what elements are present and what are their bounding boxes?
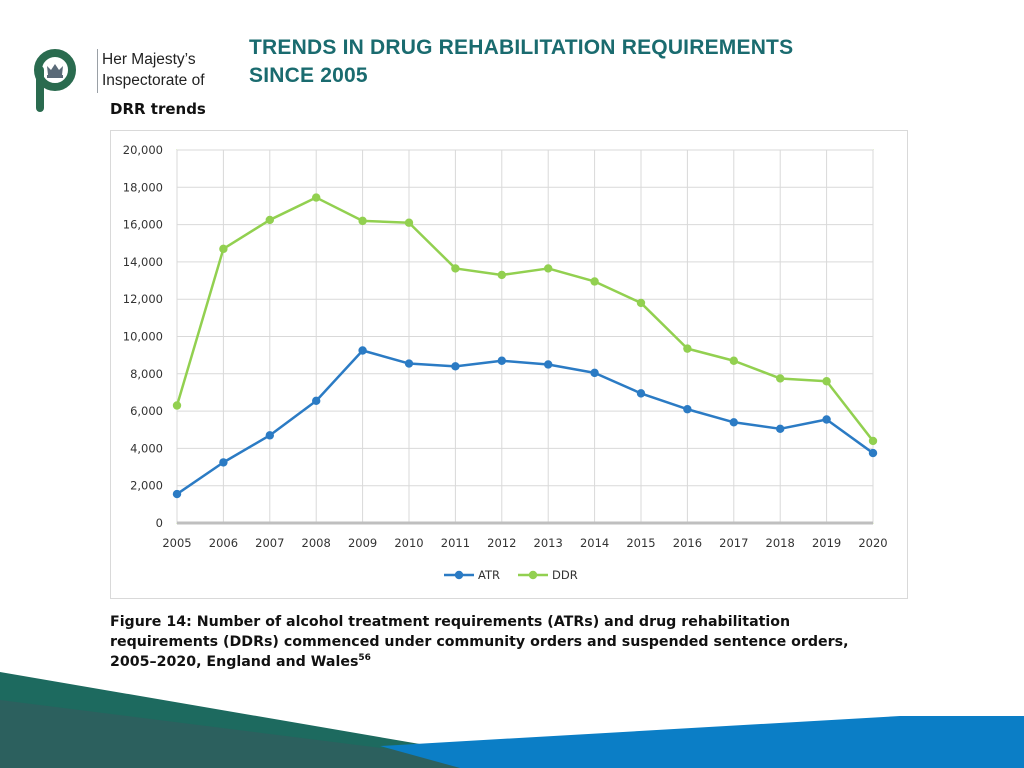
data-point-ddr	[544, 264, 553, 273]
data-point-ddr	[265, 215, 274, 225]
data-point-ddr	[590, 277, 599, 286]
data-point-atr	[729, 418, 738, 427]
data-point-atr	[683, 405, 692, 414]
data-point-ddr	[636, 298, 646, 308]
logo-p-mark	[34, 49, 76, 112]
page-title-line-2: SINCE 2005	[249, 64, 368, 87]
data-point-ddr	[312, 193, 321, 202]
legend-label-atr: ATR	[478, 568, 500, 582]
x-tick-label: 2016	[673, 536, 702, 550]
x-tick-label: 2009	[348, 536, 377, 550]
data-point-ddr	[358, 216, 367, 226]
legend-label-ddr: DDR	[552, 568, 578, 582]
x-tick-label: 2018	[766, 536, 795, 550]
x-tick-label: 2014	[580, 536, 609, 550]
x-tick-label: 2008	[302, 536, 331, 550]
line-chart: 0 2,000 4,000 6,000 8,000 10,000 12,000 14,000 1…	[123, 143, 888, 582]
data-point-ddr	[868, 436, 878, 446]
data-point-ddr	[729, 356, 738, 365]
figure-caption: Figure 14: Number of alcohol treatment r…	[110, 612, 900, 672]
x-tick-label: 2017	[719, 536, 748, 550]
data-point-atr	[822, 415, 831, 424]
x-tick-label: 2013	[534, 536, 563, 550]
y-tick-label: 8,000	[130, 367, 163, 381]
caption-text: Figure 14: Number of alcohol treatment r…	[110, 614, 849, 670]
crown-icon	[47, 64, 63, 78]
series-line-ddr	[175, 196, 874, 442]
legend-marker-ddr	[528, 570, 538, 580]
data-point-atr	[868, 448, 878, 458]
data-point-ddr	[683, 344, 692, 353]
y-tick-label: 6,000	[130, 404, 163, 418]
y-tick-label: 12,000	[123, 292, 163, 306]
legend-marker-atr	[454, 570, 464, 580]
y-tick-label: 14,000	[123, 255, 163, 269]
data-point-atr	[497, 356, 506, 365]
data-point-atr	[219, 458, 228, 467]
x-tick-label: 2010	[394, 536, 423, 550]
section-heading: DRR trends	[110, 100, 206, 118]
data-point-ddr	[404, 218, 414, 227]
page-title-line-1: TRENDS IN DRUG REHABILITATION REQUIREMEN…	[249, 36, 794, 59]
data-point-atr	[312, 396, 321, 406]
x-tick-label: 2011	[441, 536, 470, 550]
org-line-1: Her Majesty’s	[102, 51, 196, 68]
data-point-ddr	[172, 401, 182, 410]
y-tick-label: 18,000	[123, 180, 163, 194]
data-point-ddr	[451, 264, 460, 273]
x-tick-label: 2015	[626, 536, 655, 550]
chart-frame: 0 2,000 4,000 6,000 8,000 10,000 12,000 14,000 1…	[110, 130, 908, 599]
data-point-ddr	[822, 377, 831, 386]
footer-decoration	[0, 672, 1024, 768]
organisation-name: Her Majesty’s Inspectorate of	[97, 49, 232, 93]
y-tick-label: 16,000	[123, 218, 163, 232]
page-title: TRENDS IN DRUG REHABILITATION REQUIREMEN…	[249, 34, 949, 90]
y-tick-label: 10,000	[123, 330, 163, 344]
data-point-ddr	[497, 270, 506, 280]
data-point-atr	[590, 368, 599, 378]
x-tick-label: 2006	[209, 536, 238, 550]
org-line-2: Inspectorate of	[102, 72, 205, 89]
y-tick-label: 4,000	[130, 441, 163, 455]
series-line-atr	[176, 349, 874, 496]
y-tick-label: 0	[156, 516, 163, 530]
data-point-atr	[404, 359, 414, 368]
data-point-atr	[358, 346, 367, 355]
x-tick-label: 2020	[858, 536, 887, 550]
data-point-atr	[172, 489, 182, 499]
y-tick-label: 20,000	[123, 143, 163, 157]
data-point-ddr	[776, 374, 785, 383]
inspectorate-logo	[34, 49, 76, 112]
x-tick-label: 2005	[162, 536, 191, 550]
footer-blue-band	[380, 716, 1024, 768]
y-tick-label: 2,000	[130, 479, 163, 493]
x-tick-label: 2007	[255, 536, 284, 550]
footnote-reference: 56	[358, 653, 371, 663]
data-point-atr	[451, 362, 460, 371]
data-point-atr	[544, 360, 553, 369]
x-tick-label: 2012	[487, 536, 516, 550]
data-point-atr	[636, 389, 646, 398]
data-point-ddr	[219, 244, 228, 254]
x-tick-label: 2019	[812, 536, 841, 550]
data-point-atr	[265, 431, 274, 440]
data-point-atr	[776, 424, 785, 434]
